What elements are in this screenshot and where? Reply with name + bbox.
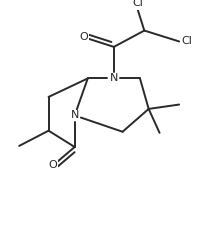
Text: Cl: Cl xyxy=(132,0,143,8)
Text: O: O xyxy=(79,32,88,42)
Text: Cl: Cl xyxy=(181,36,192,46)
Text: N: N xyxy=(71,110,79,120)
Text: O: O xyxy=(49,161,57,170)
Text: N: N xyxy=(110,74,118,83)
Text: N: N xyxy=(110,74,118,83)
Text: N: N xyxy=(71,110,79,120)
